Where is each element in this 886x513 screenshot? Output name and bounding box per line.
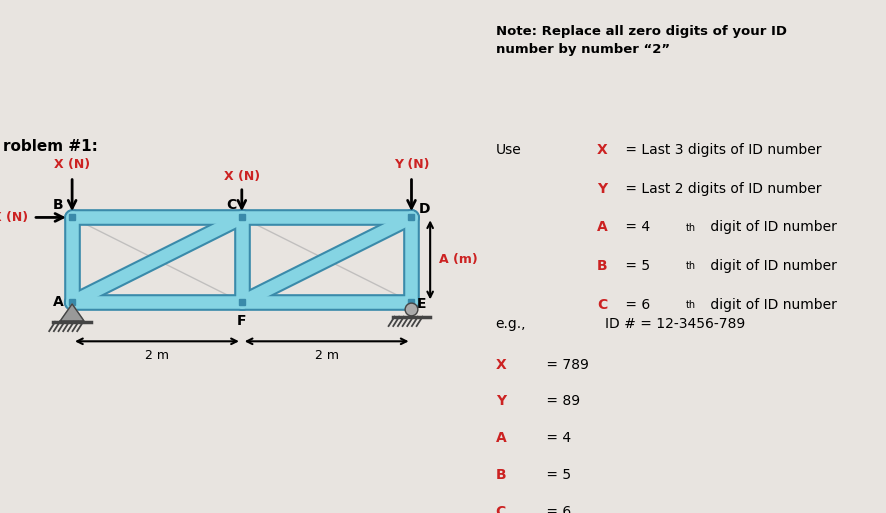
Text: Y: Y (495, 394, 505, 408)
Text: D: D (418, 202, 430, 216)
Text: X (N): X (N) (223, 170, 260, 183)
Text: = 4: = 4 (542, 431, 571, 445)
Text: C: C (226, 199, 237, 212)
Text: e.g.,: e.g., (495, 318, 525, 331)
Text: ID # = 12-3456-789: ID # = 12-3456-789 (604, 318, 744, 331)
Circle shape (405, 303, 417, 316)
Text: 2 m: 2 m (315, 349, 338, 362)
Text: = 89: = 89 (542, 394, 580, 408)
Text: Use: Use (495, 143, 521, 157)
Text: B: B (53, 199, 64, 212)
Text: Y: Y (596, 182, 607, 195)
Text: A (m): A (m) (439, 253, 477, 266)
Text: = Last 3 digits of ID number: = Last 3 digits of ID number (620, 143, 820, 157)
Text: X: X (495, 358, 506, 371)
Text: th: th (686, 261, 696, 271)
Text: Y (N): Y (N) (393, 158, 429, 171)
Polygon shape (60, 304, 84, 321)
Text: digit of ID number: digit of ID number (705, 220, 835, 234)
Text: Note: Replace all zero digits of your ID
number by number “2”: Note: Replace all zero digits of your ID… (495, 25, 786, 56)
Text: A: A (495, 431, 506, 445)
Text: = Last 2 digits of ID number: = Last 2 digits of ID number (620, 182, 820, 195)
Text: = 5: = 5 (542, 468, 571, 482)
Text: th: th (686, 300, 696, 310)
Text: X: X (596, 143, 607, 157)
Text: th: th (686, 223, 696, 232)
Text: F: F (237, 314, 246, 328)
Text: = 6: = 6 (542, 505, 571, 513)
Text: C: C (596, 298, 607, 311)
Text: = 6: = 6 (620, 298, 649, 311)
Text: B: B (596, 259, 607, 273)
Text: = 5: = 5 (620, 259, 649, 273)
Text: E: E (416, 297, 425, 311)
Text: digit of ID number: digit of ID number (705, 259, 835, 273)
Text: = 4: = 4 (620, 220, 649, 234)
Text: A: A (596, 220, 607, 234)
Text: roblem #1:: roblem #1: (3, 140, 97, 154)
Text: X (N): X (N) (54, 158, 90, 171)
Text: = 789: = 789 (542, 358, 588, 371)
Text: A: A (53, 295, 64, 309)
Text: 2 m: 2 m (144, 349, 168, 362)
Text: C: C (495, 505, 505, 513)
Text: digit of ID number: digit of ID number (705, 298, 835, 311)
Text: X (N): X (N) (0, 211, 28, 224)
Text: B: B (495, 468, 506, 482)
